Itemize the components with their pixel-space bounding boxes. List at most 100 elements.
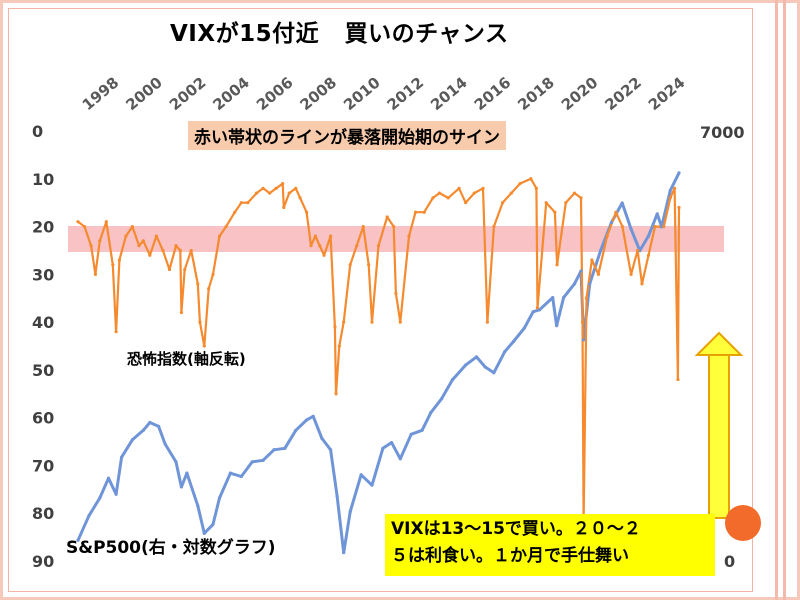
- sp500-point: [114, 492, 118, 496]
- sp500-point: [370, 483, 374, 487]
- sp500-point: [211, 522, 215, 526]
- strategy-callout: VIXは13～15で買い。２０～２ ５は利食い。１か月で手仕舞い: [385, 514, 715, 576]
- vix-point: [130, 224, 135, 229]
- vix-point: [207, 287, 211, 291]
- sp500-point: [239, 474, 243, 479]
- sp500-point: [163, 442, 167, 446]
- vix-point: [472, 191, 476, 195]
- sp500-point: [196, 504, 200, 508]
- vix-point: [367, 263, 371, 267]
- up-arrow: [708, 352, 730, 519]
- vix-series-label: 恐怖指数(軸反転): [127, 350, 246, 368]
- vix-point: [178, 248, 182, 253]
- vix-point: [333, 325, 337, 329]
- sp500-point: [511, 339, 516, 344]
- vix-point: [629, 272, 633, 276]
- y-axis-left-tick: 0: [32, 122, 43, 141]
- y-axis-left-tick: 60: [32, 409, 54, 428]
- sp500-point: [561, 296, 566, 300]
- y-axis-left-tick: 20: [32, 218, 54, 237]
- sp500-point: [599, 249, 603, 253]
- sp500-point: [174, 460, 178, 464]
- vix-point: [398, 320, 402, 324]
- sp500-series-label: S&P500(右・対数グラフ): [66, 538, 276, 558]
- strategy-callout-line2: ５は利食い。１か月で手仕舞い: [391, 546, 629, 566]
- sp500-point: [620, 201, 624, 205]
- vix-point: [342, 320, 346, 324]
- vix-point: [355, 244, 359, 248]
- sp500-point: [283, 446, 287, 450]
- vix-point: [668, 196, 672, 200]
- vix-point: [677, 205, 681, 210]
- vix-point: [464, 201, 468, 205]
- chart-title: VIXが15付近 買いのチャンス: [170, 14, 508, 48]
- vix-point: [179, 310, 184, 315]
- vix-point: [104, 220, 108, 224]
- vix-point: [217, 234, 222, 238]
- vix-point: [485, 320, 489, 324]
- sp500-point: [450, 378, 455, 382]
- vix-point: [501, 201, 505, 205]
- sp500-point: [261, 458, 265, 462]
- vix-point: [337, 344, 341, 348]
- sp500-point: [440, 397, 444, 401]
- sp500-point: [335, 494, 339, 498]
- vix-point: [534, 186, 538, 190]
- y-axis-left-tick: 50: [32, 361, 54, 380]
- sp500-point: [87, 514, 91, 518]
- sp500-point: [582, 338, 586, 342]
- sp500-point: [551, 296, 555, 300]
- sp500-point: [185, 471, 189, 475]
- vix-point: [376, 244, 381, 248]
- x-axis-year-label: 2008: [297, 73, 341, 114]
- sp500-point: [156, 424, 161, 428]
- vix-point: [268, 191, 272, 195]
- vix-point: [572, 191, 577, 195]
- vix-point: [544, 201, 548, 205]
- vix-point: [653, 224, 657, 229]
- vix-point: [254, 191, 259, 195]
- x-axis-year-label: 1998: [79, 73, 123, 114]
- x-axis-year-label: 2024: [645, 73, 689, 114]
- vix-point: [141, 239, 145, 243]
- vix-point: [93, 272, 98, 276]
- vix-point: [370, 320, 374, 324]
- strategy-callout-line1: VIXは13～15で買い。２０～２: [391, 519, 641, 539]
- sp500-point: [359, 473, 363, 477]
- sp500-point: [474, 355, 479, 359]
- sp500-point: [250, 460, 254, 464]
- sp500-point: [294, 428, 298, 432]
- x-axis-year-labels: 1998 2000 2002 2004 2006 2008 2010 2012 2014 2016…: [79, 73, 689, 114]
- vix-point: [294, 186, 298, 190]
- sp500-point: [202, 531, 206, 535]
- vix-point: [274, 186, 278, 190]
- vix-point: [584, 296, 589, 300]
- slide-frame-accent: [775, 0, 778, 600]
- sp500-point: [311, 414, 315, 418]
- sp500-point: [429, 411, 433, 415]
- vix-point: [636, 248, 640, 253]
- sp500-point: [655, 212, 659, 216]
- sp500-point: [148, 420, 152, 425]
- y-axis-left-tick: 40: [32, 313, 54, 332]
- sp500-point: [555, 324, 559, 328]
- sp500-point: [342, 550, 346, 555]
- vix-point: [437, 191, 442, 195]
- vix-point: [298, 196, 302, 200]
- vix-point: [76, 220, 80, 224]
- sp500-point: [119, 455, 124, 459]
- vix-point: [309, 244, 313, 248]
- vix-point: [305, 210, 309, 214]
- sp500-point: [629, 227, 633, 231]
- sp500-point: [531, 310, 535, 314]
- x-axis-year-label: 2000: [122, 73, 166, 114]
- sp500-point: [305, 418, 309, 422]
- vix-point: [233, 210, 237, 214]
- x-axis-year-label: 2016: [471, 73, 515, 114]
- vix-point: [239, 201, 243, 205]
- vix-point: [640, 282, 644, 286]
- vix-point: [676, 377, 680, 382]
- vix-point: [224, 224, 228, 229]
- vix-point: [579, 196, 583, 200]
